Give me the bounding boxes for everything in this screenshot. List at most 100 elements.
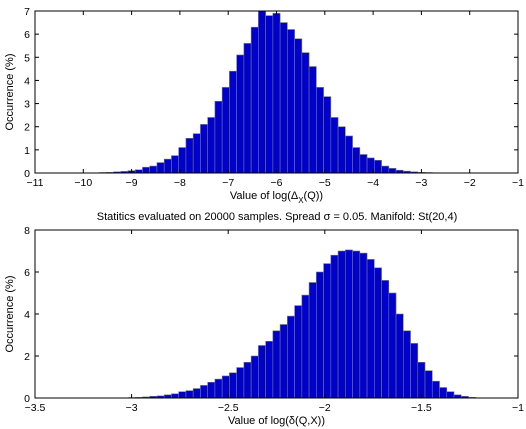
histogram-bar <box>265 15 274 174</box>
histogram-bar <box>243 43 252 174</box>
histogram-bar <box>178 391 187 399</box>
y-tick-label: 6 <box>24 267 30 279</box>
top-histogram: −11 −10 −9 −8 −7 −6 −5 −4 −3 −2 −101234567Occurren… <box>4 6 524 205</box>
x-tick-label: −6 <box>271 177 283 189</box>
histogram-bar <box>352 250 361 399</box>
y-tick-label: 4 <box>24 309 30 321</box>
histogram-bar <box>308 282 317 399</box>
histogram-bar <box>287 29 295 174</box>
histogram-bar <box>359 252 368 399</box>
x-tick-label: −2.5 <box>218 402 239 414</box>
y-tick-label: 1 <box>24 145 30 157</box>
histogram-bar <box>149 165 158 174</box>
y-tick-label: 0 <box>24 393 30 405</box>
histogram-bar <box>250 355 259 399</box>
histogram-bar <box>243 361 252 399</box>
histogram-bar <box>308 66 317 174</box>
histogram-bar <box>366 259 375 399</box>
histogram-bar <box>359 154 368 174</box>
histogram-bar <box>142 166 151 174</box>
histogram-bar <box>236 367 245 399</box>
histogram-bar <box>388 168 397 174</box>
histogram-bar <box>200 385 208 399</box>
x-tick-label: −10 <box>74 177 92 189</box>
x-tick-label: −11 <box>26 177 43 189</box>
histogram-bar <box>388 292 397 399</box>
y-axis-label: Occurrence (%) <box>4 275 16 352</box>
histogram-bar <box>272 330 281 399</box>
y-tick-label: 3 <box>24 99 30 111</box>
y-tick-label: 6 <box>24 29 30 41</box>
x-tick-label: −2 <box>464 177 476 189</box>
x-tick-label: −7 <box>222 177 234 189</box>
x-tick-label: −9 <box>126 177 138 189</box>
histogram-bar <box>258 10 266 174</box>
y-axis-label: Occurrence (%) <box>4 53 16 130</box>
histogram-bar <box>294 305 303 399</box>
histogram-bar <box>163 158 172 174</box>
x-axis-label: Value of log(δ(Q,X)) <box>228 415 325 427</box>
histogram-bar <box>156 162 165 174</box>
bottom-histogram: −3.5 −3 −2.5 −2 −1.5 −1 0 2 4 6 8 Occurrence (%) Val… <box>4 225 524 427</box>
y-tick-label: 7 <box>24 6 30 18</box>
histogram-bar <box>417 361 426 399</box>
x-tick-label: −4 <box>367 177 379 189</box>
histogram-bar <box>316 87 324 174</box>
histogram-bar <box>323 96 332 174</box>
histogram-bar <box>185 137 194 174</box>
histogram-bar <box>381 165 390 174</box>
histogram-bar <box>381 280 390 399</box>
histogram-bar <box>301 52 310 174</box>
histogram-bar <box>352 147 361 174</box>
x-tick-label: −1 <box>512 177 524 189</box>
histogram-bar <box>337 126 346 174</box>
histogram-bar <box>250 26 259 174</box>
histogram-bar <box>330 117 339 174</box>
histogram-bar <box>200 124 208 174</box>
histogram-bar <box>279 324 288 399</box>
histogram-bar <box>337 250 346 399</box>
histogram-bar <box>272 13 281 174</box>
histogram-bar <box>214 378 223 399</box>
histogram-bar <box>236 54 245 174</box>
histogram-bar <box>424 370 433 399</box>
x-tick-label: −5 <box>319 177 331 189</box>
histogram-bar <box>345 135 353 174</box>
histogram-bar <box>171 393 179 399</box>
histogram-bar <box>446 391 455 399</box>
histogram-bar <box>214 100 223 174</box>
histogram-bar <box>345 249 353 399</box>
x-tick-label: −2 <box>319 402 331 414</box>
histogram-bar <box>330 254 339 399</box>
x-tick-label: −1 <box>512 402 524 414</box>
histogram-bar <box>374 159 382 174</box>
histogram-bar <box>229 372 237 399</box>
histogram-bar <box>410 343 419 399</box>
histogram-bar <box>439 387 448 399</box>
histogram-bar <box>171 155 179 174</box>
y-tick-label: 5 <box>24 52 30 64</box>
y-tick-label: 2 <box>24 351 30 363</box>
histogram-bar <box>258 345 266 399</box>
histogram-bar <box>374 267 382 399</box>
histogram-bar <box>431 380 440 399</box>
histogram-bar <box>192 388 201 399</box>
histogram-bar <box>301 294 310 399</box>
y-tick-label: 0 <box>24 168 30 180</box>
histogram-bar <box>402 330 411 399</box>
histogram-bar <box>323 263 332 399</box>
y-tick-label: 2 <box>24 122 30 134</box>
histogram-bar <box>221 87 230 174</box>
histogram-bar <box>395 313 404 399</box>
y-tick-label: 4 <box>24 75 30 87</box>
x-axis-label: Value of log(ΔX(Q)) <box>230 190 323 205</box>
x-tick-label: −1.5 <box>411 402 432 414</box>
histogram-bar <box>229 70 237 174</box>
histogram-bar <box>265 340 274 399</box>
histogram-bar <box>207 117 216 174</box>
x-tick-label: −8 <box>174 177 186 189</box>
histogram-bar <box>192 133 201 174</box>
x-tick-label: −3.5 <box>25 402 46 414</box>
x-tick-label: −3 <box>126 402 138 414</box>
